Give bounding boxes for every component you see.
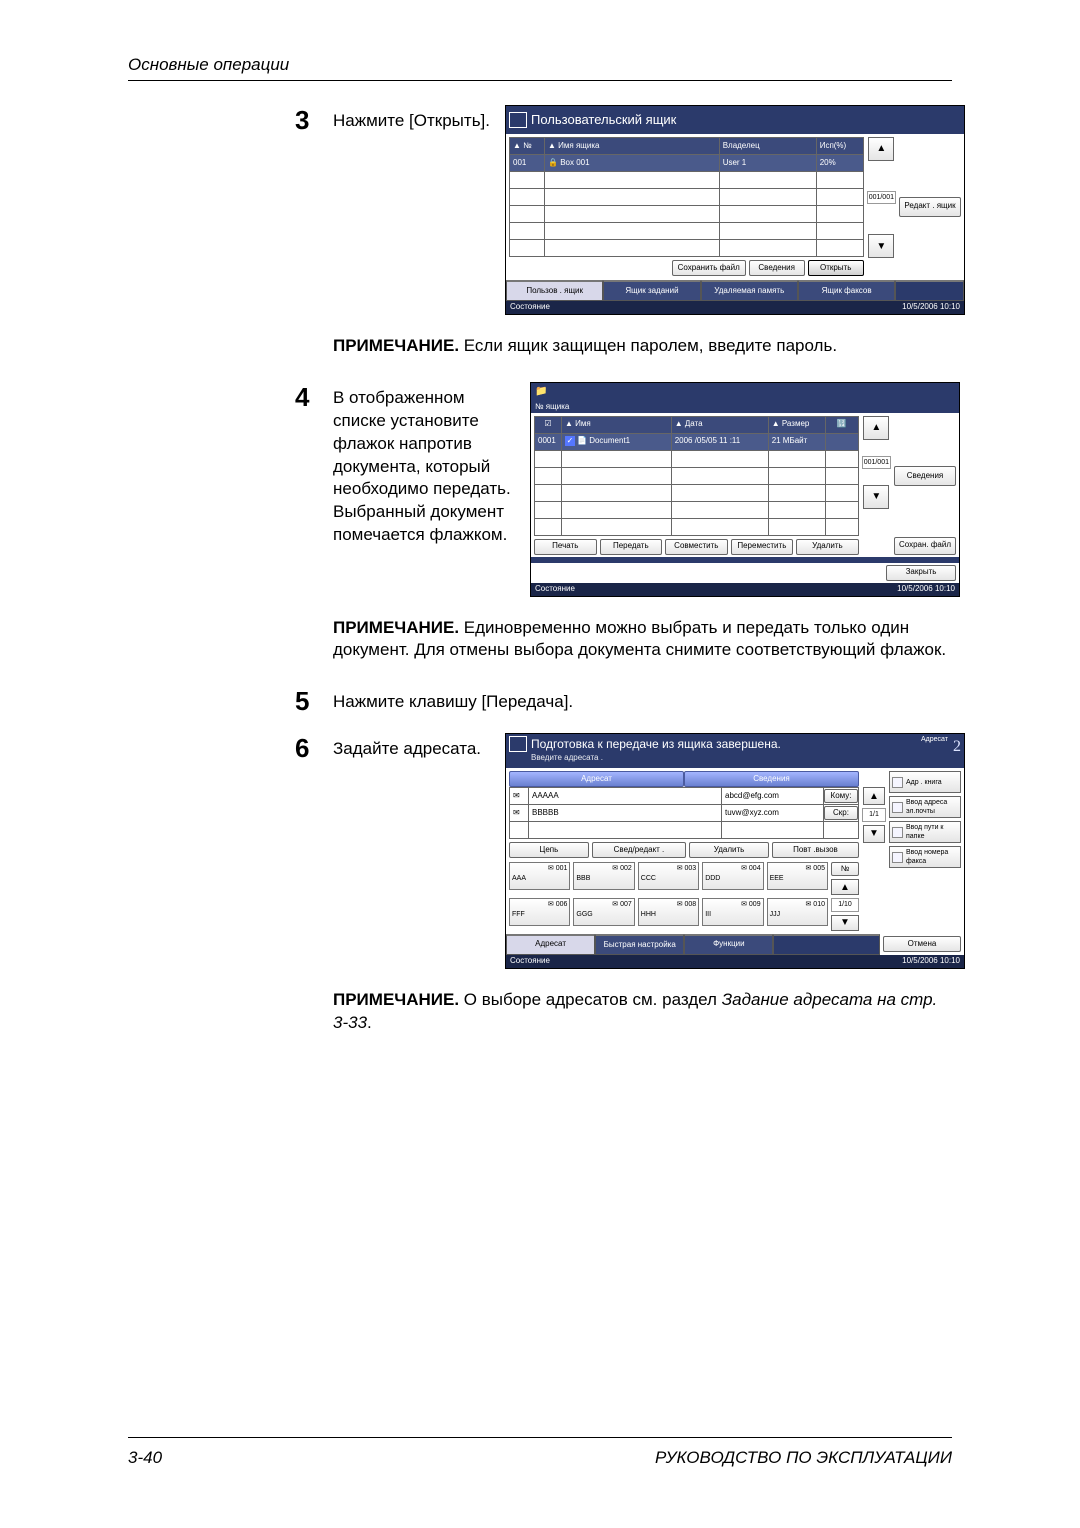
status-datetime: 10/5/2006 10:10 [902,956,960,967]
status-datetime: 10/5/2006 10:10 [897,584,955,595]
status-datetime: 10/5/2006 10:10 [902,302,960,313]
step-6: 6 Задайте адресата. Подготовка к передач… [295,733,952,968]
status-label: Состояние [510,302,550,313]
step-5: 5 Нажмите клавишу [Передача]. [295,686,952,717]
step-3: 3 Нажмите [Открыть]. Пользовательский ящ… [295,105,952,315]
open-button[interactable]: Открыть [808,260,864,276]
step-4-number: 4 [295,382,333,597]
badge-number: 2 [953,736,961,758]
speed-dial-005[interactable]: ✉ 005EEE [767,862,828,890]
recall-button[interactable]: Повт .вызов [772,842,859,858]
delete-dest-button[interactable]: Удалить [689,842,769,858]
step-6-text: Задайте адресата. [333,733,493,968]
speed-dial-008[interactable]: ✉ 008HHH [638,898,699,926]
folder-icon [509,736,527,752]
note-1: ПРИМЕЧАНИЕ. Если ящик защищен паролем, в… [333,335,952,358]
status-label: Состояние [510,956,550,967]
tab-functions[interactable]: Функции [684,934,773,955]
merge-button[interactable]: Совместить [665,539,728,555]
step-5-number: 5 [295,686,333,717]
dest-scroll-up-icon[interactable]: ▲ [863,787,885,805]
speed-no-button[interactable]: № [831,862,859,876]
book-icon [892,777,903,788]
chain-button[interactable]: Цепь [509,842,589,858]
speed-dial-002[interactable]: ✉ 002BBB [573,862,634,890]
folder-path-icon [892,827,903,838]
scroll-up-icon[interactable]: ▲ [863,416,889,440]
speed-dial-006[interactable]: ✉ 006FFF [509,898,570,926]
store-file-button[interactable]: Сохран. файл [894,537,956,555]
shot2-table: ☑ ▲ Имя ▲ Дата ▲ Размер 🔢 0001 📄 Documen… [534,416,859,536]
tab-fax-box[interactable]: Ящик факсов [798,280,895,301]
delete-button[interactable]: Удалить [796,539,859,555]
note-2: ПРИМЕЧАНИЕ. Единовременно можно выбрать … [333,617,952,663]
scroll-down-icon[interactable]: ▼ [868,234,894,258]
bcc-button[interactable]: Cкр: [824,806,858,820]
save-file-button[interactable]: Сохранить файл [672,260,746,276]
enter-fax-number-button[interactable]: Ввод номера факса [889,846,961,868]
dest-scroll-down-icon[interactable]: ▼ [863,825,885,843]
shot3-subtitle: Введите адресата . [531,753,781,764]
footer-rule [128,1437,952,1438]
shot2-header: № ящика [535,402,569,413]
shot3-title: Подготовка к передаче из ящика завершена… [531,736,781,752]
dest-page: 1/1 [862,808,886,821]
edit-box-button[interactable]: Редакт . ящик [899,197,961,217]
details-edit-button[interactable]: Свед/редакт . [592,842,686,858]
speed-dial-001[interactable]: ✉ 001AAA [509,862,570,890]
dest-row-1: ✉ AAAAA abcd@efg.com Кому: [510,788,859,805]
screenshot-box-contents: 📁 № ящика ☑ ▲ Имя ▲ Дата ▲ Размер [530,382,960,597]
tab-details[interactable]: Сведения [684,771,859,787]
address-book-button[interactable]: Адр . книга [889,771,961,793]
step-4: 4 В отображенном списке установите флажо… [295,382,952,597]
details-button[interactable]: Сведения [894,466,956,486]
speed-dial-010[interactable]: ✉ 010JJJ [767,898,828,926]
print-button[interactable]: Печать [534,539,597,555]
shot1-title: Пользовательский ящик [531,111,676,129]
step-5-text: Нажмите клавишу [Передача]. [333,686,952,714]
screenshot-user-box: Пользовательский ящик ▲ № ▲ Имя ящика Вл… [505,105,965,315]
header-rule [128,80,952,81]
scroll-up-icon[interactable]: ▲ [868,137,894,161]
step-3-text: Нажмите [Открыть]. [333,105,493,315]
tab-job-box[interactable]: Ящик заданий [603,280,700,301]
tab-quick-setup[interactable]: Быстрая настройка [595,934,684,955]
speed-page: 1/10 [831,898,859,911]
step-4-text: В отображенном списке установите флажок … [333,382,518,597]
speed-dial-003[interactable]: ✉ 003CCC [638,862,699,890]
speed-dial-007[interactable]: ✉ 007GGG [573,898,634,926]
step-6-number: 6 [295,733,333,968]
speed-dial-004[interactable]: ✉ 004DDD [702,862,763,890]
note-3: ПРИМЕЧАНИЕ. О выборе адресатов см. разде… [333,989,952,1035]
tab-recipient[interactable]: Адресат [509,771,684,787]
page-indicator: 001/001 [862,456,891,469]
mail-icon [892,802,903,813]
running-header: Основные операции [128,55,289,75]
speed-down-icon[interactable]: ▼ [831,915,859,931]
shot1-table: ▲ № ▲ Имя ящика Владелец Исп(%) 001 🔒 Bo… [509,137,864,257]
close-button[interactable]: Закрыть [886,565,956,581]
move-button[interactable]: Переместить [731,539,794,555]
cancel-button[interactable]: Отмена [883,936,961,952]
send-button[interactable]: Передать [600,539,663,555]
info-button[interactable]: Сведения [749,260,805,276]
page-number: 3-40 [128,1448,162,1468]
scroll-down-icon[interactable]: ▼ [863,485,889,509]
tab-removable[interactable]: Удаляемая память [701,280,798,301]
screenshot-send-ready: Подготовка к передаче из ящика завершена… [505,733,965,968]
to-button[interactable]: Кому: [824,789,858,803]
fax-icon [892,852,903,863]
dest-row-2: ✉ BBBBB tuvw@xyz.com Cкр: [510,805,859,822]
page-indicator: 001/001 [867,191,896,204]
speed-dial-009[interactable]: ✉ 009III [702,898,763,926]
speed-up-icon[interactable]: ▲ [831,879,859,895]
step-3-number: 3 [295,105,333,315]
status-label: Состояние [535,584,575,595]
enter-email-button[interactable]: Ввод адреса эл.почты [889,796,961,818]
tab-user-box[interactable]: Пользов . ящик [506,280,603,301]
folder-icon [509,112,527,128]
manual-title-footer: РУКОВОДСТВО ПО ЭКСПЛУАТАЦИИ [655,1448,952,1468]
tab-dest[interactable]: Адресат [506,934,595,955]
enter-folder-path-button[interactable]: Ввод пути к папке [889,821,961,843]
